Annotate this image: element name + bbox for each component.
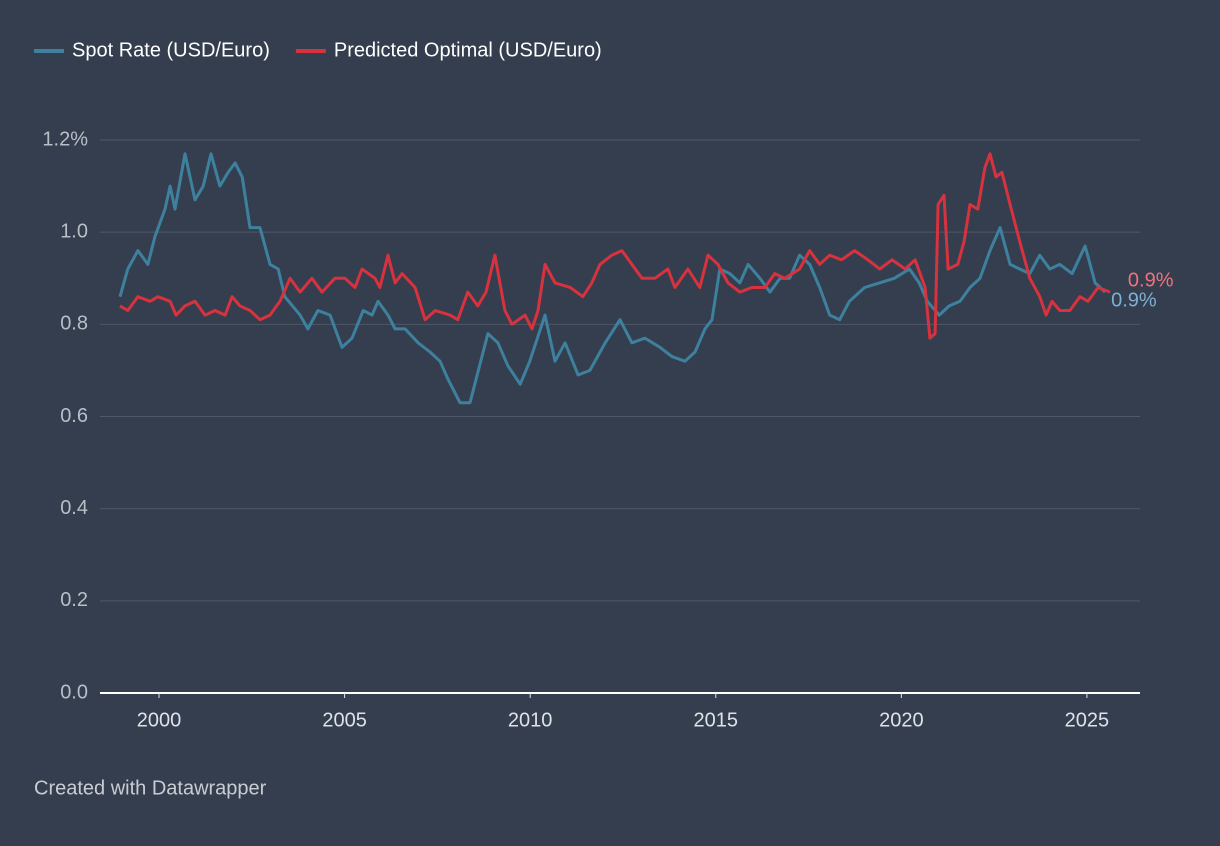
x-tick-label: 2020 [879, 709, 924, 731]
y-tick-label: 1.0 [60, 220, 88, 242]
x-tick-label: 2015 [694, 709, 739, 731]
x-tick-label: 2025 [1065, 709, 1110, 731]
x-tick-label: 2010 [508, 709, 553, 731]
end-label: 0.9% [1128, 269, 1174, 291]
y-tick-label: 0.2 [60, 589, 88, 611]
y-tick-label: 0.4 [60, 497, 88, 519]
y-tick-label: 0.0 [60, 681, 88, 703]
legend-label: Predicted Optimal (USD/Euro) [334, 39, 602, 61]
footer: Created with Datawrapper [34, 777, 267, 799]
series-line [118, 152, 1107, 405]
x-tick-label: 2000 [137, 709, 182, 731]
y-tick-label: 0.8 [60, 313, 88, 335]
series-line [119, 152, 1111, 340]
x-tick-label: 2005 [322, 709, 367, 731]
end-label: 0.9% [1111, 289, 1157, 311]
y-tick-label: 0.6 [60, 405, 88, 427]
y-tick-label: 1.2% [42, 128, 88, 150]
legend-label: Spot Rate (USD/Euro) [72, 39, 270, 61]
